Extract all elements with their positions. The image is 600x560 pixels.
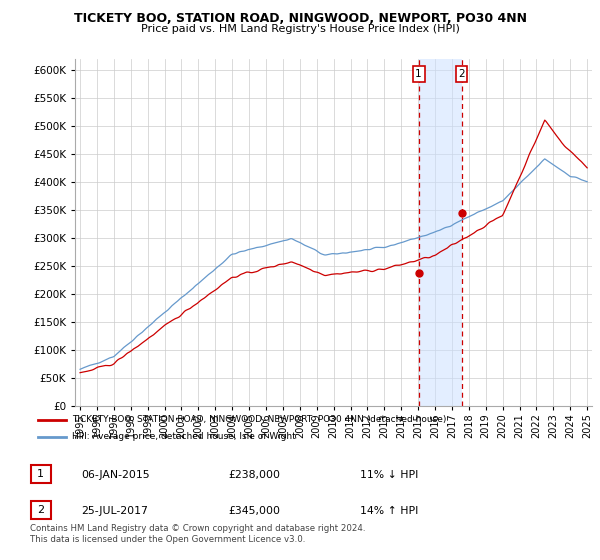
Text: 25-JUL-2017: 25-JUL-2017: [81, 506, 148, 516]
Text: HPI: Average price, detached house, Isle of Wight: HPI: Average price, detached house, Isle…: [71, 432, 295, 441]
Text: TICKETY BOO, STATION ROAD, NINGWOOD, NEWPORT, PO30 4NN (detached house): TICKETY BOO, STATION ROAD, NINGWOOD, NEW…: [71, 416, 446, 424]
Bar: [419, 59, 461, 406]
Text: £238,000: £238,000: [228, 470, 280, 480]
Text: 1: 1: [415, 69, 422, 79]
Text: 2: 2: [37, 505, 44, 515]
Text: Price paid vs. HM Land Registry's House Price Index (HPI): Price paid vs. HM Land Registry's House …: [140, 24, 460, 34]
Text: 1: 1: [37, 469, 44, 479]
Text: £345,000: £345,000: [228, 506, 280, 516]
Text: 06-JAN-2015: 06-JAN-2015: [81, 470, 149, 480]
Text: 14% ↑ HPI: 14% ↑ HPI: [360, 506, 418, 516]
Text: Contains HM Land Registry data © Crown copyright and database right 2024.
This d: Contains HM Land Registry data © Crown c…: [30, 524, 365, 544]
Text: 11% ↓ HPI: 11% ↓ HPI: [360, 470, 418, 480]
Text: 2: 2: [458, 69, 465, 79]
Text: TICKETY BOO, STATION ROAD, NINGWOOD, NEWPORT, PO30 4NN: TICKETY BOO, STATION ROAD, NINGWOOD, NEW…: [74, 12, 527, 25]
